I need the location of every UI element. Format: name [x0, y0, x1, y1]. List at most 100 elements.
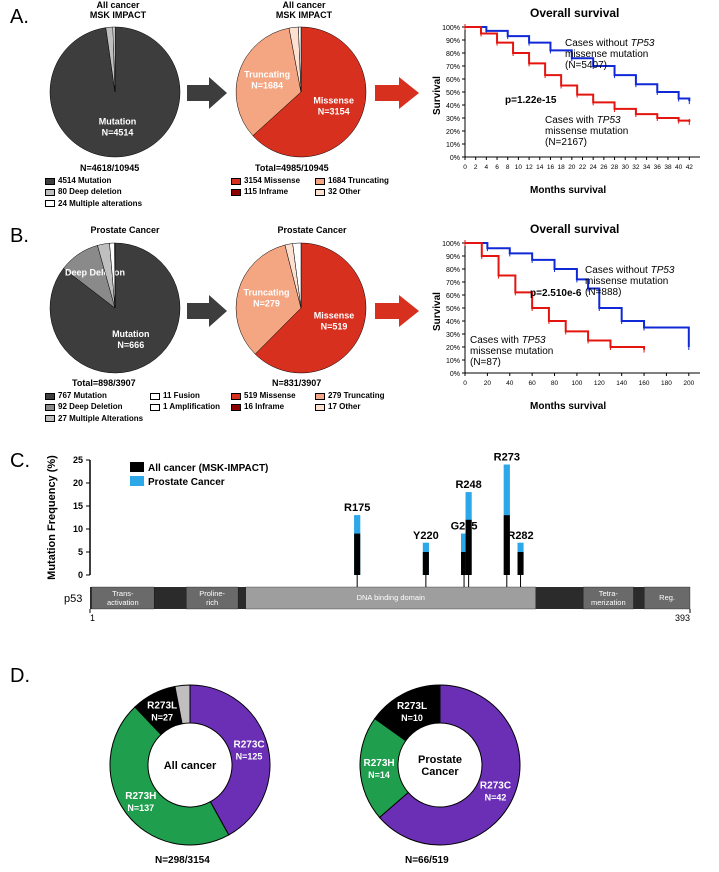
a-pie2-legend-l: 3154 Missense115 Inframe	[231, 176, 300, 199]
a-km-pval: p=1.22e-15	[505, 95, 556, 106]
svg-text:5: 5	[78, 547, 83, 557]
svg-text:28: 28	[611, 164, 619, 171]
svg-text:G245: G245	[451, 521, 478, 533]
svg-text:180: 180	[661, 380, 672, 387]
b-pie2-caption: N=831/3907	[272, 378, 321, 388]
svg-text:36: 36	[654, 164, 662, 171]
b-pie1: MutationN=666Deep Deletion	[45, 238, 185, 378]
svg-text:393: 393	[675, 613, 690, 623]
svg-text:R273C: R273C	[233, 740, 264, 751]
svg-text:100%: 100%	[442, 25, 460, 32]
svg-text:140: 140	[616, 380, 627, 387]
svg-text:80%: 80%	[446, 51, 460, 58]
b-km-top: Cases without TP53missense mutation(N=88…	[585, 265, 675, 298]
svg-text:10%: 10%	[446, 142, 460, 149]
svg-text:R273H: R273H	[363, 758, 394, 769]
d-donut2-caption: N=66/519	[405, 855, 449, 866]
svg-text:activation: activation	[107, 598, 139, 607]
a-km-bot: Cases with TP53missense mutation(N=2167)	[545, 115, 628, 148]
svg-text:30: 30	[622, 164, 630, 171]
svg-text:32: 32	[632, 164, 640, 171]
svg-text:30%: 30%	[446, 116, 460, 123]
b-km-pval: p=2.510e-6	[530, 288, 581, 299]
svg-text:Deep Deletion: Deep Deletion	[65, 267, 125, 277]
svg-text:90%: 90%	[446, 254, 460, 261]
svg-text:20%: 20%	[446, 345, 460, 352]
b-pie2-legend-l: 519 Missense16 Inframe	[231, 391, 296, 414]
svg-text:100%: 100%	[442, 241, 460, 248]
svg-text:Prostate Cancer: Prostate Cancer	[148, 477, 225, 488]
svg-text:0: 0	[78, 570, 83, 580]
c-chart: 0510152025Mutation Frequency (%)All canc…	[40, 450, 700, 650]
svg-text:6: 6	[495, 164, 499, 171]
svg-text:R273C: R273C	[480, 780, 511, 791]
svg-text:R282: R282	[507, 530, 533, 542]
svg-text:18: 18	[558, 164, 566, 171]
svg-text:R273H: R273H	[125, 791, 156, 802]
svg-text:20: 20	[484, 380, 492, 387]
svg-text:22: 22	[579, 164, 587, 171]
svg-text:160: 160	[639, 380, 650, 387]
svg-text:42: 42	[686, 164, 694, 171]
a-pie2-legend-r: 1684 Truncating32 Other	[315, 176, 389, 199]
arrow-a1	[187, 75, 227, 111]
svg-text:N=137: N=137	[127, 803, 154, 813]
a-pie2-title: All cancer MSK IMPACT	[254, 0, 354, 20]
svg-text:70%: 70%	[446, 64, 460, 71]
svg-text:Mutation: Mutation	[99, 117, 137, 127]
svg-text:R273L: R273L	[147, 701, 177, 712]
svg-text:20%: 20%	[446, 129, 460, 136]
svg-text:80%: 80%	[446, 267, 460, 274]
svg-text:60: 60	[529, 380, 537, 387]
b-pie2: MissenseN=519TruncatingN=279	[231, 238, 371, 378]
svg-text:R175: R175	[344, 502, 370, 514]
svg-text:8: 8	[506, 164, 510, 171]
svg-text:Missense: Missense	[313, 95, 354, 105]
svg-text:N=14: N=14	[368, 770, 390, 780]
svg-text:38: 38	[664, 164, 672, 171]
svg-text:34: 34	[643, 164, 651, 171]
panel-d-label: D.	[10, 665, 30, 688]
a-pie1: MutationN=4514	[45, 22, 185, 162]
svg-text:25: 25	[73, 455, 83, 465]
panel-a-label: A.	[10, 6, 29, 29]
svg-text:10: 10	[515, 164, 523, 171]
svg-text:0%: 0%	[450, 155, 460, 162]
svg-text:Reg.: Reg.	[659, 593, 675, 602]
svg-text:70%: 70%	[446, 280, 460, 287]
svg-text:120: 120	[594, 380, 605, 387]
svg-text:Truncating: Truncating	[244, 70, 290, 80]
svg-text:Tetra-: Tetra-	[599, 589, 619, 598]
svg-text:R273: R273	[494, 452, 520, 464]
svg-text:60%: 60%	[446, 77, 460, 84]
a-km-xlab: Months survival	[530, 185, 606, 196]
svg-text:N=4514: N=4514	[102, 128, 134, 138]
svg-text:N=10: N=10	[401, 713, 423, 723]
svg-text:Cancer: Cancer	[421, 766, 459, 778]
svg-text:60%: 60%	[446, 293, 460, 300]
svg-text:30%: 30%	[446, 332, 460, 339]
svg-text:rich: rich	[206, 598, 218, 607]
arrow-a2	[375, 75, 419, 111]
a-pie2-caption: Total=4985/10945	[255, 163, 329, 173]
svg-text:Prostate: Prostate	[418, 754, 462, 766]
svg-text:200: 200	[683, 380, 694, 387]
svg-text:N=666: N=666	[117, 340, 144, 350]
svg-text:14: 14	[536, 164, 544, 171]
svg-text:N=125: N=125	[236, 752, 263, 762]
a-km-title: Overall survival	[530, 6, 619, 20]
svg-text:90%: 90%	[446, 38, 460, 45]
svg-text:40: 40	[675, 164, 683, 171]
panel-c-label: C.	[10, 450, 30, 473]
svg-text:0%: 0%	[450, 371, 460, 378]
svg-text:40%: 40%	[446, 319, 460, 326]
svg-text:0: 0	[463, 380, 467, 387]
svg-text:15: 15	[73, 501, 83, 511]
a-pie2: MissenseN=3154TruncatingN=1684	[231, 22, 371, 162]
svg-text:0: 0	[463, 164, 467, 171]
svg-text:N=519: N=519	[321, 322, 348, 332]
svg-text:R273L: R273L	[397, 701, 427, 712]
svg-text:Trans-: Trans-	[112, 589, 134, 598]
svg-text:1: 1	[90, 613, 95, 623]
svg-text:Mutation Frequency (%): Mutation Frequency (%)	[46, 455, 58, 580]
